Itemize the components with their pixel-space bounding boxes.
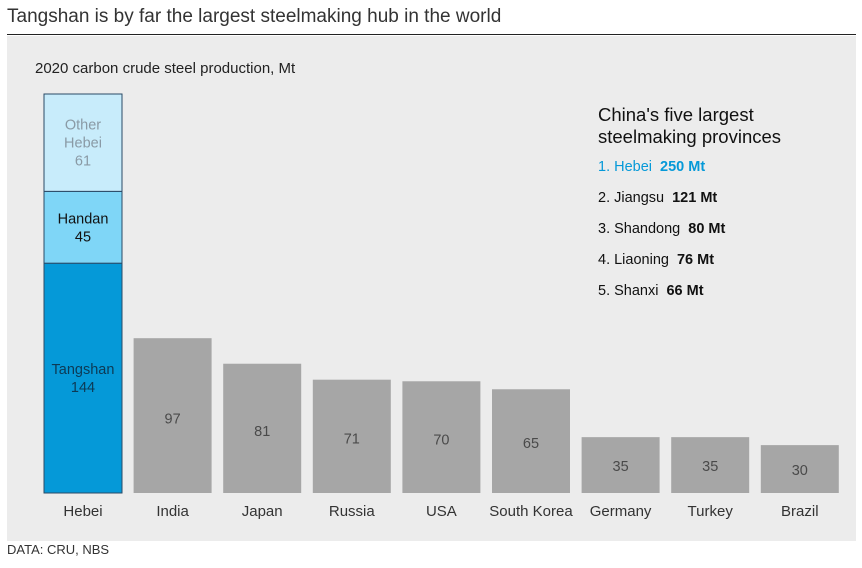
bar: [402, 381, 481, 493]
category-label: Turkey: [688, 503, 734, 520]
legend-item-shanxi: 5. Shanxi 66 Mt: [598, 283, 848, 314]
data-source: DATA: CRU, NBS: [7, 542, 110, 557]
bar: [223, 363, 302, 493]
category-label: Russia: [329, 503, 376, 520]
segment-label: 144: [71, 380, 95, 396]
segment-label: 61: [75, 154, 91, 170]
bar-value-label: 35: [702, 459, 718, 475]
segment-label: Tangshan: [52, 362, 115, 378]
chart-title: Tangshan is by far the largest steelmaki…: [7, 6, 502, 27]
legend-item-shandong: 3. Shandong 80 Mt: [598, 221, 848, 252]
legend-rank: 2. Jiangsu: [598, 190, 665, 206]
bar: [492, 389, 570, 493]
bar: [671, 437, 750, 493]
bar-value-label: 70: [433, 432, 449, 448]
segment-label: 45: [75, 229, 91, 245]
legend-value: 250 Mt: [660, 159, 706, 175]
bar-value-label: 35: [613, 459, 629, 475]
bar: [760, 445, 839, 493]
legend-item-liaoning: 4. Liaoning 76 Mt: [598, 252, 848, 283]
chart-subtitle: 2020 carbon crude steel production, Mt: [35, 60, 296, 77]
bar: [581, 437, 660, 493]
bar: [312, 379, 391, 493]
legend-item-hebei: 1. Hebei 250 Mt: [598, 159, 848, 190]
legend-value: 121 Mt: [672, 190, 718, 206]
bar-value-label: 81: [254, 424, 270, 440]
legend-value: 76 Mt: [676, 252, 715, 268]
category-label: Brazil: [781, 503, 819, 520]
legend-rank: 4. Liaoning: [598, 252, 669, 268]
bar-value-label: 30: [792, 463, 808, 479]
legend-value: 80 Mt: [688, 221, 726, 237]
segment-label: Other: [65, 118, 101, 134]
legend-title-line1: China's five largest: [598, 104, 754, 125]
category-label: Hebei: [63, 503, 102, 520]
category-label: USA: [426, 503, 457, 520]
bar-value-label: 71: [344, 432, 360, 448]
legend-title-line2: steelmaking provinces: [598, 126, 782, 147]
category-label: South Korea: [489, 503, 573, 520]
segment-label: Hebei: [64, 136, 102, 152]
bar-segment: [43, 190, 123, 264]
category-label: Japan: [242, 503, 283, 520]
bar: [133, 338, 212, 493]
bar-segment: [43, 93, 123, 192]
legend-title: China's five largest steelmaking provinc…: [598, 104, 848, 148]
legend-rank: 1. Hebei: [598, 159, 653, 175]
category-label: India: [156, 503, 189, 520]
province-legend: China's five largest steelmaking provinc…: [598, 104, 848, 314]
bar-value-label: 65: [523, 436, 539, 452]
legend-item-jiangsu: 2. Jiangsu 121 Mt: [598, 190, 848, 221]
bar-value-label: 97: [165, 412, 181, 428]
category-label: Germany: [590, 503, 652, 520]
segment-label: Handan: [58, 211, 109, 227]
legend-rank: 5. Shanxi: [598, 283, 659, 299]
bar-segment: [43, 262, 123, 494]
legend-rank: 3. Shandong: [598, 221, 681, 237]
legend-value: 66 Mt: [666, 283, 704, 299]
title-divider: [7, 34, 856, 35]
